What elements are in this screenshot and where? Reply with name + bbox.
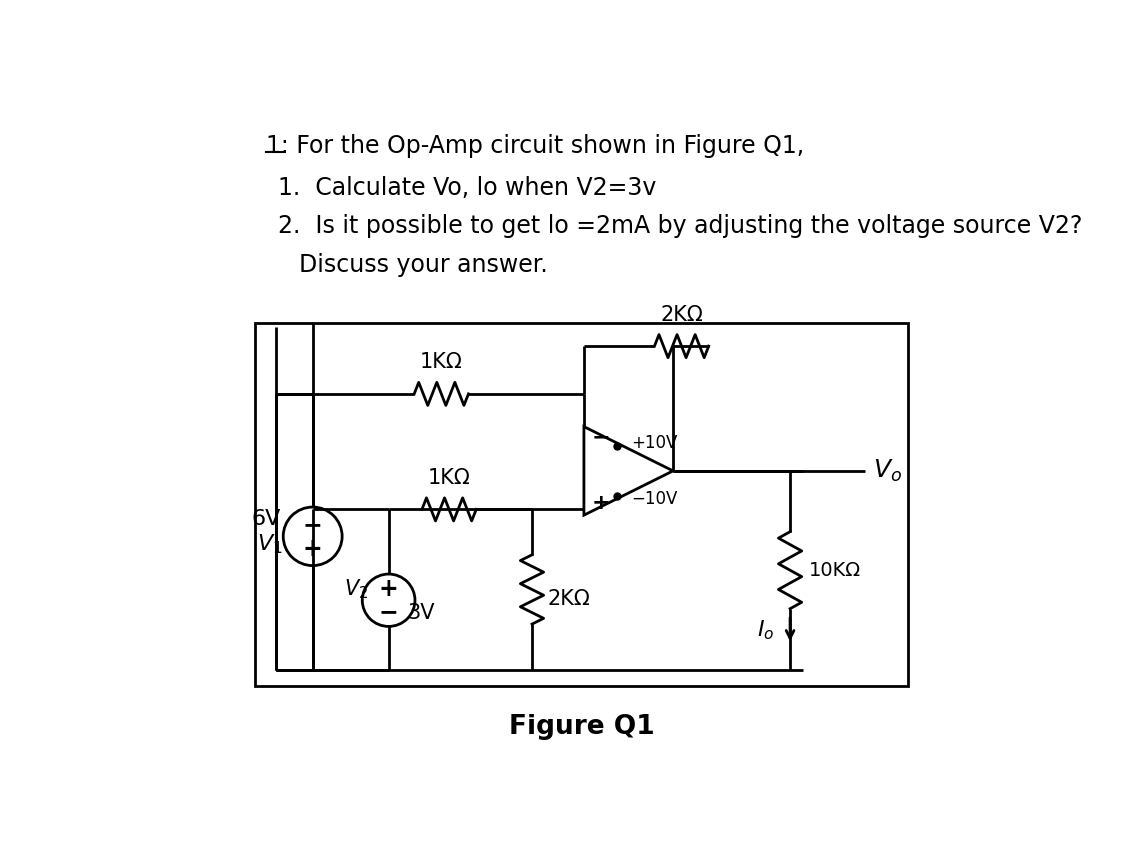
Bar bbox=[255, 323, 908, 686]
Text: 2.  Is it possible to get lo =2mA by adjusting the voltage source V2?: 2. Is it possible to get lo =2mA by adju… bbox=[278, 214, 1082, 238]
Text: 2KΩ: 2KΩ bbox=[548, 589, 591, 609]
Text: 2KΩ: 2KΩ bbox=[660, 305, 703, 325]
Text: 1: For the Op-Amp circuit shown in Figure Q1,: 1: For the Op-Amp circuit shown in Figur… bbox=[267, 134, 804, 158]
Polygon shape bbox=[584, 426, 673, 515]
Text: +10V: +10V bbox=[631, 434, 677, 452]
Text: 6V: 6V bbox=[252, 510, 281, 529]
Text: −: − bbox=[592, 427, 610, 447]
Text: +: + bbox=[303, 537, 323, 560]
Text: +: + bbox=[379, 577, 398, 602]
Text: $V_1$: $V_1$ bbox=[258, 533, 282, 556]
Text: 1KΩ: 1KΩ bbox=[420, 352, 462, 372]
Text: Figure Q1: Figure Q1 bbox=[508, 713, 655, 739]
Text: +: + bbox=[592, 493, 610, 513]
Text: −: − bbox=[303, 513, 323, 538]
Text: $I_o$: $I_o$ bbox=[757, 619, 774, 642]
Text: 10KΩ: 10KΩ bbox=[809, 560, 861, 580]
Text: 3V: 3V bbox=[407, 603, 435, 623]
Text: $V_o$: $V_o$ bbox=[873, 457, 902, 484]
Text: −10V: −10V bbox=[631, 490, 677, 508]
Text: 1.  Calculate Vo, lo when V2=3v: 1. Calculate Vo, lo when V2=3v bbox=[278, 176, 656, 199]
Text: 1KΩ: 1KΩ bbox=[428, 468, 470, 488]
Text: Discuss your answer.: Discuss your answer. bbox=[299, 252, 548, 277]
Text: $V_2$: $V_2$ bbox=[344, 577, 368, 601]
Text: −: − bbox=[379, 601, 398, 625]
